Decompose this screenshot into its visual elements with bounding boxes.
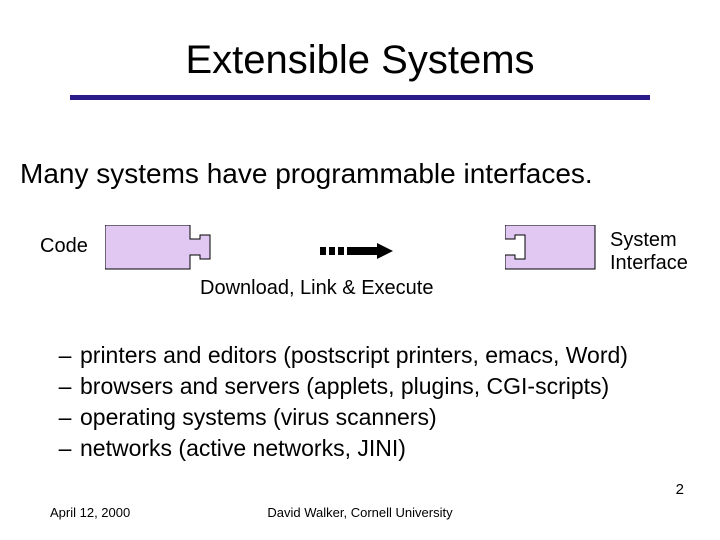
system-puzzle-piece-icon bbox=[505, 225, 600, 270]
bullet-text: networks (active networks, JINI) bbox=[80, 433, 406, 464]
code-puzzle-piece-icon bbox=[105, 225, 215, 270]
code-piece-path bbox=[105, 225, 210, 269]
system-label: System Interface bbox=[610, 229, 688, 275]
bullet-text: printers and editors (postscript printer… bbox=[80, 340, 628, 371]
list-item: – operating systems (virus scanners) bbox=[50, 402, 628, 433]
list-item: – browsers and servers (applets, plugins… bbox=[50, 371, 628, 402]
bullet-dash: – bbox=[50, 340, 80, 371]
system-label-line2: Interface bbox=[610, 252, 688, 275]
download-label: Download, Link & Execute bbox=[200, 277, 433, 300]
underline-rect bbox=[70, 95, 650, 100]
system-label-line1: System bbox=[610, 229, 688, 252]
title-underline bbox=[70, 95, 650, 100]
slide-subtitle: Many systems have programmable interface… bbox=[20, 158, 593, 190]
sys-piece-path bbox=[505, 225, 595, 269]
bullet-dash: – bbox=[50, 402, 80, 433]
arrow-group bbox=[320, 243, 393, 259]
list-item: – networks (active networks, JINI) bbox=[50, 433, 628, 464]
bullet-dash: – bbox=[50, 433, 80, 464]
bullet-text: browsers and servers (applets, plugins, … bbox=[80, 371, 609, 402]
bullet-list: – printers and editors (postscript print… bbox=[50, 340, 628, 464]
slide: Extensible Systems Many systems have pro… bbox=[0, 0, 720, 540]
bullet-text: operating systems (virus scanners) bbox=[80, 402, 437, 433]
code-label: Code bbox=[40, 235, 88, 258]
slide-title: Extensible Systems bbox=[0, 38, 720, 83]
list-item: – printers and editors (postscript print… bbox=[50, 340, 628, 371]
footer-page-number: 2 bbox=[676, 481, 684, 498]
arrow-right-icon bbox=[320, 243, 395, 259]
bullet-dash: – bbox=[50, 371, 80, 402]
diagram: Code Download, Link & Execute System Int… bbox=[0, 225, 720, 315]
footer-author: David Walker, Cornell University bbox=[0, 505, 720, 520]
